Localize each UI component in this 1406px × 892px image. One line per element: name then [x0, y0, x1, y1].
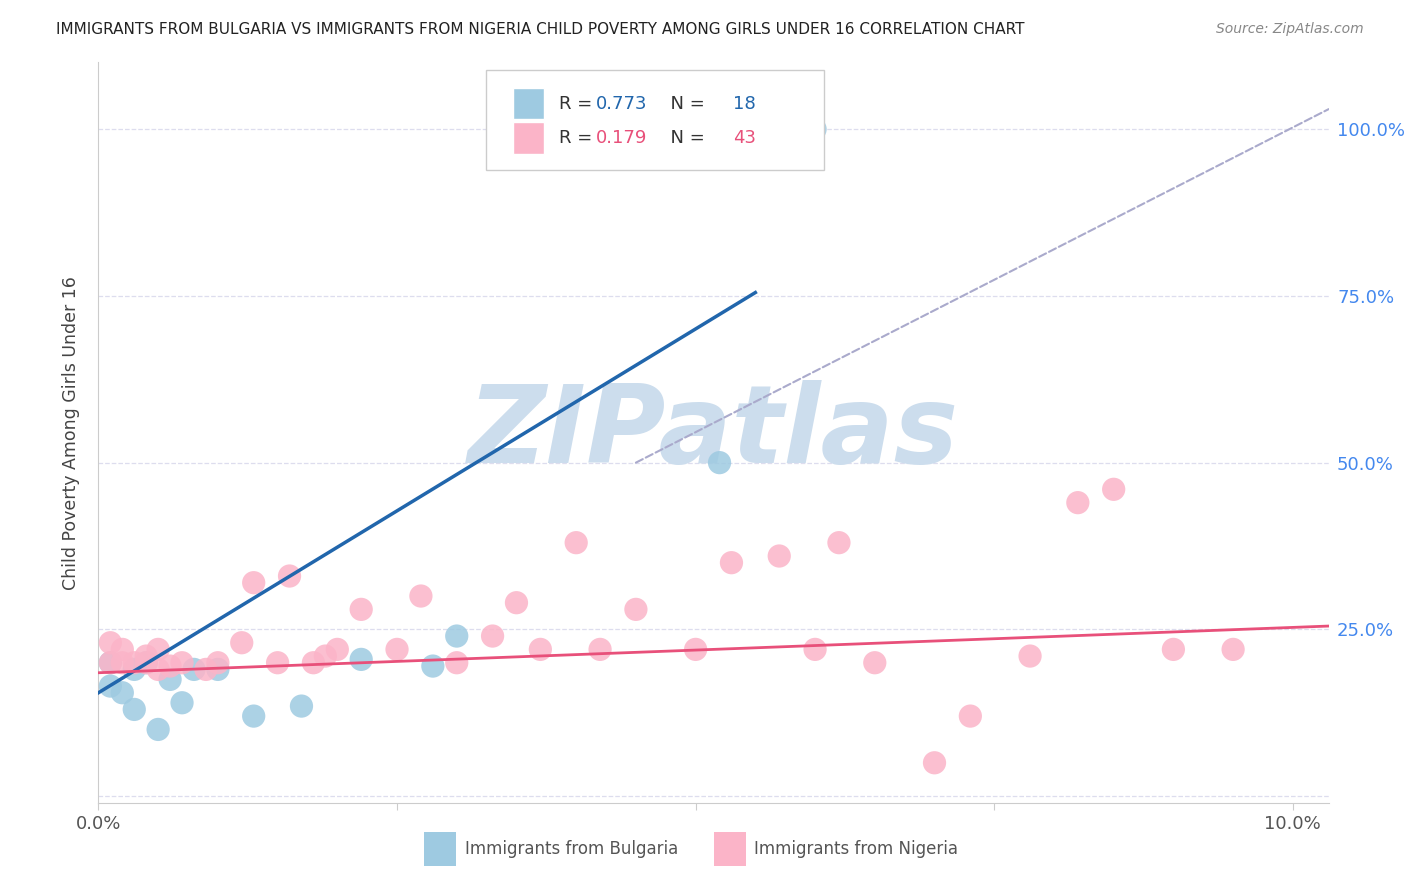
Point [207, 662, 229, 676]
Text: R =: R = [558, 129, 598, 147]
Point [529, 642, 551, 657]
Point [146, 662, 169, 676]
Text: N =: N = [659, 129, 711, 147]
Point [122, 662, 145, 676]
Point [183, 662, 205, 676]
Point [98, 679, 121, 693]
Point [1163, 642, 1185, 657]
Point [350, 652, 373, 666]
Point [98, 656, 121, 670]
Point [122, 702, 145, 716]
Point [804, 122, 827, 136]
Point [828, 535, 851, 549]
Point [385, 642, 408, 657]
Point [1019, 648, 1042, 663]
Point [111, 656, 134, 670]
Text: N =: N = [659, 95, 711, 113]
Point [565, 535, 588, 549]
Point [409, 589, 432, 603]
Point [98, 656, 121, 670]
Point [446, 629, 468, 643]
Text: 0.179: 0.179 [596, 129, 647, 147]
Point [768, 549, 790, 563]
Point [135, 656, 157, 670]
Text: R =: R = [558, 95, 598, 113]
Point [207, 656, 229, 670]
Point [1102, 483, 1125, 497]
Point [159, 673, 181, 687]
Bar [513, 88, 544, 120]
Point [278, 569, 301, 583]
Y-axis label: Child Poverty Among Girls Under 16: Child Poverty Among Girls Under 16 [62, 276, 80, 590]
Point [146, 642, 169, 657]
Point [709, 456, 731, 470]
Text: ZIPatlas: ZIPatlas [468, 380, 959, 485]
Point [194, 662, 217, 676]
Bar [425, 832, 457, 866]
Point [122, 656, 145, 670]
Point [146, 723, 169, 737]
Point [111, 686, 134, 700]
Point [924, 756, 946, 770]
Bar [714, 832, 745, 866]
Text: Source: ZipAtlas.com: Source: ZipAtlas.com [1216, 22, 1364, 37]
Point [624, 602, 647, 616]
Text: 0.773: 0.773 [596, 95, 647, 113]
Text: 43: 43 [734, 129, 756, 147]
Point [159, 659, 181, 673]
Point [98, 636, 121, 650]
Point [350, 602, 373, 616]
Point [314, 648, 336, 663]
Point [135, 656, 157, 670]
Point [290, 699, 312, 714]
Bar [513, 122, 544, 153]
Point [242, 575, 264, 590]
FancyBboxPatch shape [486, 70, 824, 169]
Point [111, 642, 134, 657]
Point [959, 709, 981, 723]
Point [170, 696, 193, 710]
Point [505, 596, 527, 610]
Point [446, 656, 468, 670]
Point [1222, 642, 1244, 657]
Text: IMMIGRANTS FROM BULGARIA VS IMMIGRANTS FROM NIGERIA CHILD POVERTY AMONG GIRLS UN: IMMIGRANTS FROM BULGARIA VS IMMIGRANTS F… [56, 22, 1025, 37]
Point [720, 556, 742, 570]
Point [326, 642, 349, 657]
Text: Immigrants from Nigeria: Immigrants from Nigeria [754, 840, 957, 858]
Point [242, 709, 264, 723]
Point [589, 642, 612, 657]
Point [422, 659, 444, 673]
Point [804, 642, 827, 657]
Point [170, 656, 193, 670]
Point [863, 656, 886, 670]
Point [302, 656, 325, 670]
Text: 18: 18 [734, 95, 756, 113]
Point [1067, 496, 1090, 510]
Point [266, 656, 288, 670]
Text: Immigrants from Bulgaria: Immigrants from Bulgaria [465, 840, 678, 858]
Point [135, 648, 157, 663]
Point [685, 642, 707, 657]
Point [481, 629, 503, 643]
Point [231, 636, 253, 650]
